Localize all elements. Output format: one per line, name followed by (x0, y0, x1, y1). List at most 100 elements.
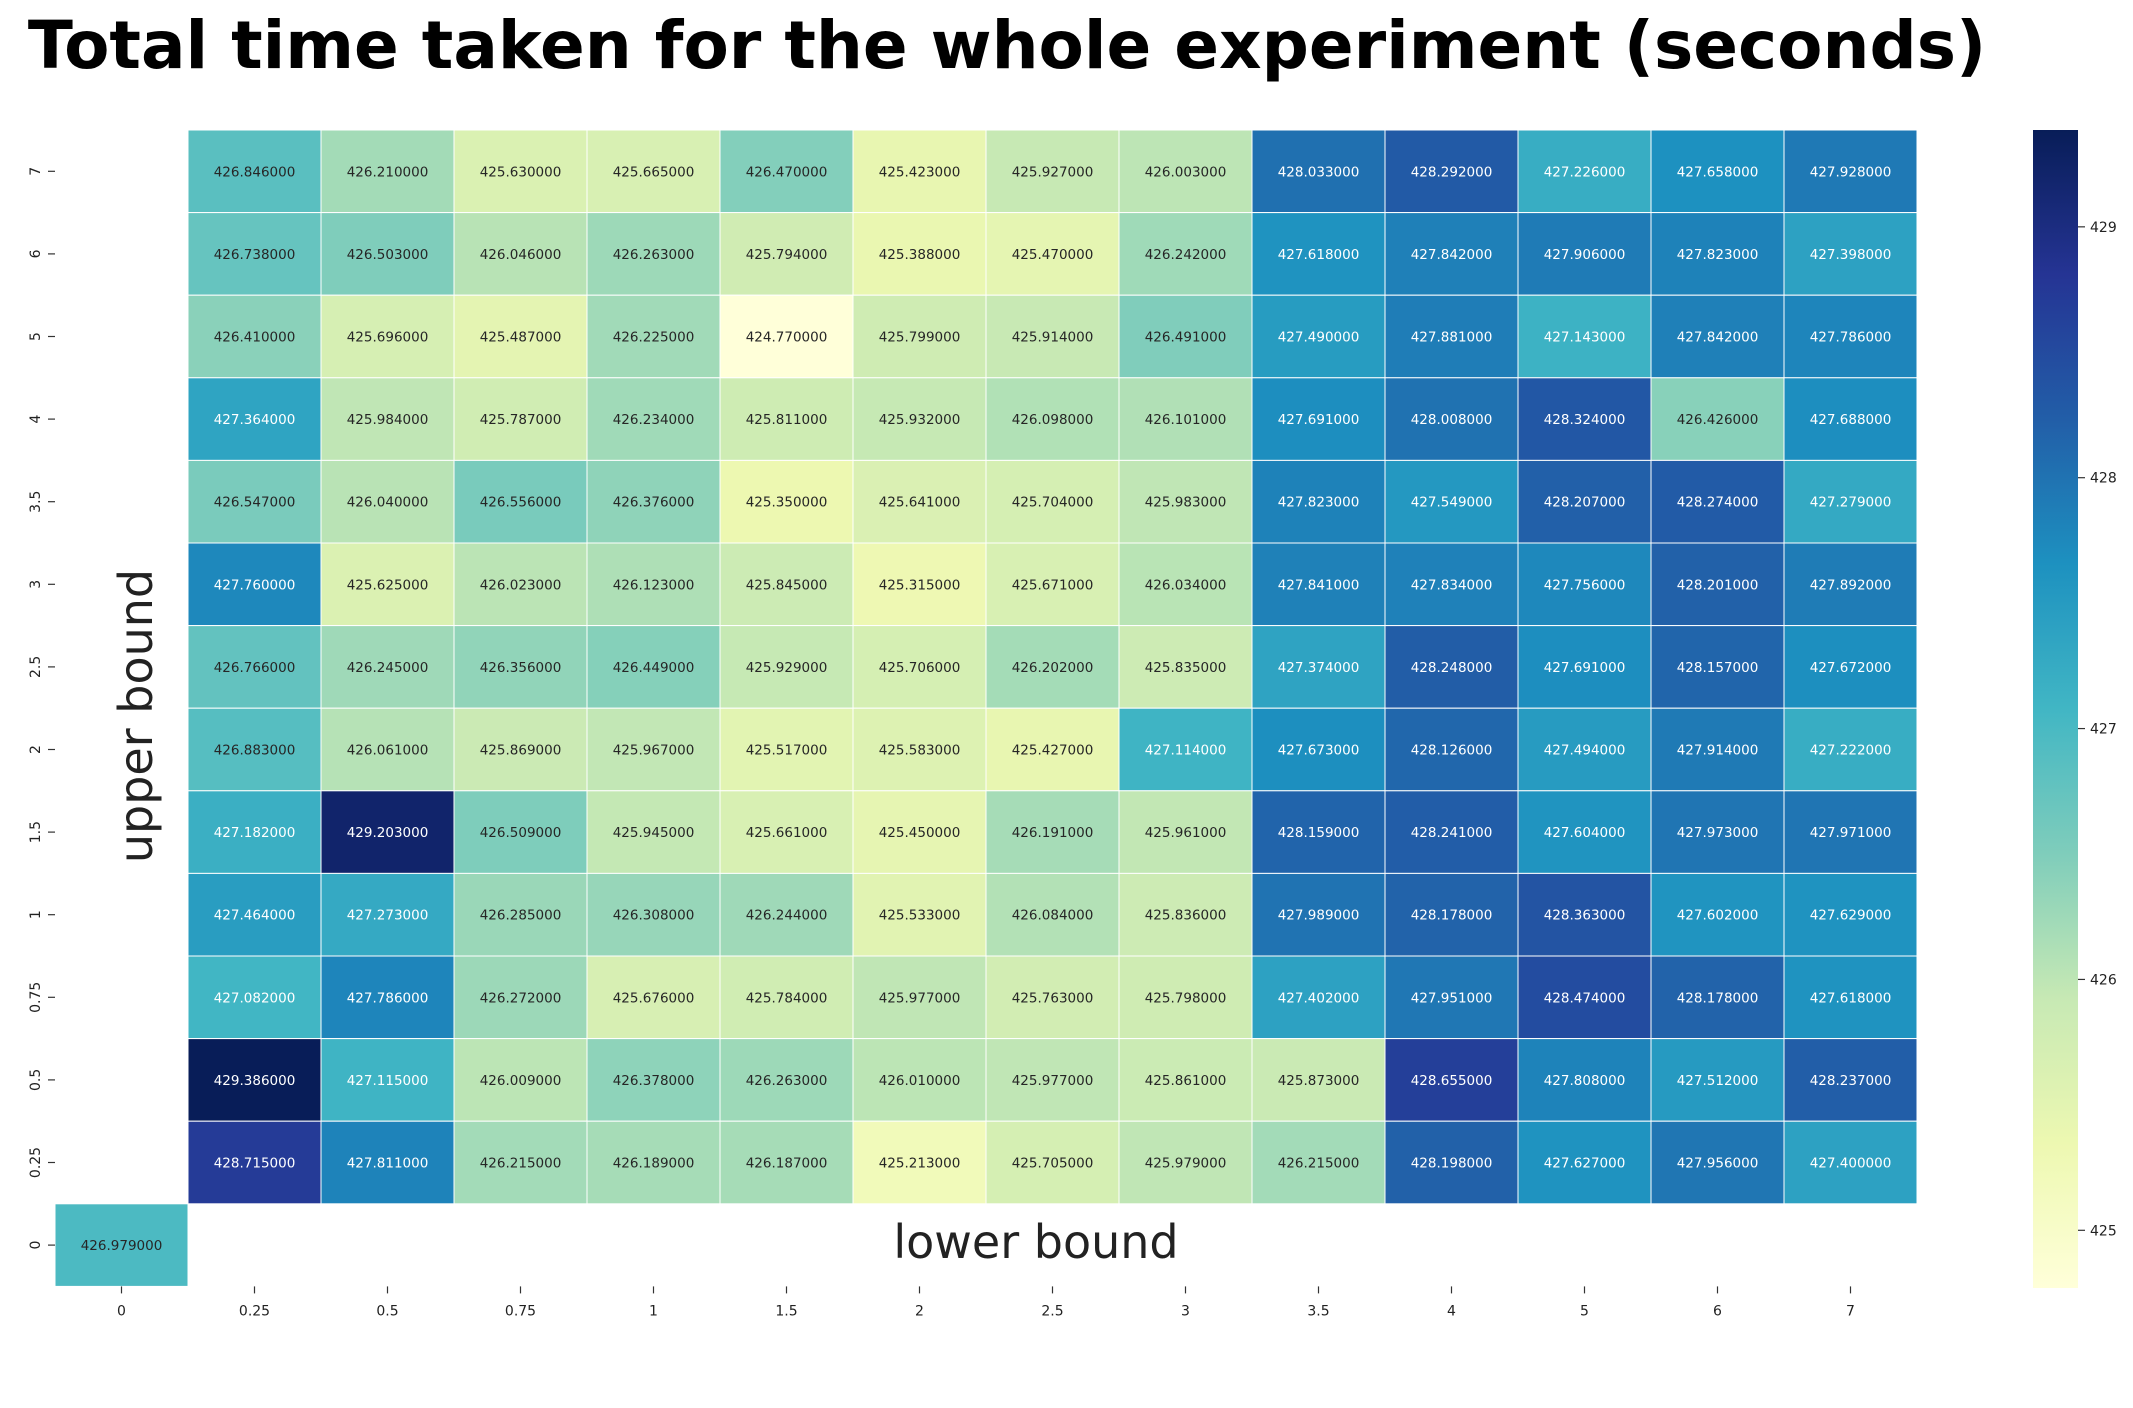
cell-value-label: 425.798000 (1145, 990, 1227, 1006)
cell-value-label: 425.961000 (1145, 825, 1227, 841)
cell-value-label: 428.157000 (1677, 660, 1759, 676)
colorbar-tick-label: 426 (2090, 972, 2117, 988)
cell-value-label: 425.676000 (613, 990, 695, 1006)
heatmap-cell (1384, 294, 1519, 379)
cell-value-label: 426.272000 (480, 990, 562, 1006)
cell-value-label: 426.470000 (746, 164, 828, 180)
heatmap-cell (586, 955, 721, 1040)
y-tick-label: 4 (28, 415, 44, 424)
heatmap-cell (1251, 542, 1386, 627)
heatmap-cell (1118, 955, 1253, 1040)
cell-value-label: 425.315000 (879, 577, 961, 593)
cell-value-label: 425.932000 (879, 412, 961, 428)
heatmap-cell (1783, 1038, 1918, 1122)
x-tick-label: 0.5 (376, 1303, 398, 1319)
cell-value-label: 426.378000 (613, 1073, 695, 1089)
heatmap-cell (453, 294, 588, 379)
cell-value-label: 426.285000 (480, 908, 562, 924)
heatmap-cell (1384, 212, 1519, 296)
heatmap-cell (1517, 707, 1652, 792)
heatmap-cell (985, 542, 1120, 627)
heatmap-cell (719, 542, 854, 627)
heatmap-cell (453, 790, 588, 874)
cell-value-label: 425.979000 (1145, 1156, 1227, 1172)
cell-value-label: 424.770000 (746, 330, 828, 346)
x-tick-label: 6 (1713, 1303, 1722, 1319)
cell-value-label: 425.487000 (480, 330, 562, 346)
cell-value-label: 426.356000 (480, 660, 562, 676)
x-axis-ticks: 0 0.25 0.5 0.75 1 1.5 2 2.5 3 3.5 4 5 6 7 (117, 1286, 1855, 1319)
x-tick-label: 5 (1580, 1303, 1589, 1319)
chart-title: Total time taken for the whole experimen… (28, 7, 1986, 84)
y-tick-label: 1 (28, 910, 44, 919)
heatmap-cell (453, 377, 588, 461)
cell-value-label: 426.123000 (613, 577, 695, 593)
cell-value-label: 427.841000 (1278, 577, 1360, 593)
cell-value-label: 427.364000 (214, 412, 296, 428)
cell-value-label: 425.794000 (746, 247, 828, 263)
x-tick-label: 2 (915, 1303, 924, 1319)
cell-value-label: 426.263000 (613, 247, 695, 263)
cell-value-label: 426.023000 (480, 577, 562, 593)
cell-value-label: 427.658000 (1677, 164, 1759, 180)
y-tick-label: 1.5 (28, 821, 44, 843)
x-tick-label: 7 (1846, 1303, 1855, 1319)
heatmap-cell (1251, 294, 1386, 379)
y-tick-label: 2.5 (28, 656, 44, 678)
cell-value-label: 426.242000 (1145, 247, 1227, 263)
colorbar-tick-label: 428 (2090, 471, 2117, 487)
heatmap-cell (1783, 707, 1918, 792)
heatmap-cell (1650, 542, 1785, 627)
cell-value-label: 427.494000 (1544, 743, 1626, 759)
cell-value-label: 427.823000 (1677, 247, 1759, 263)
cell-value-label: 427.842000 (1411, 247, 1493, 263)
heatmap-cell (985, 1038, 1120, 1122)
cell-value-label: 427.226000 (1544, 164, 1626, 180)
cell-value-label: 426.547000 (214, 495, 296, 511)
heatmap-cell (320, 294, 455, 379)
cell-value-label: 425.845000 (746, 577, 828, 593)
heatmap-cell (852, 625, 987, 709)
y-tick-label: 3.5 (28, 491, 44, 513)
cell-value-label: 426.040000 (347, 495, 429, 511)
cell-value-label: 427.834000 (1411, 577, 1493, 593)
cell-value-label: 428.715000 (214, 1156, 296, 1172)
cell-value-label: 426.449000 (613, 660, 695, 676)
cell-value-label: 425.763000 (1012, 990, 1094, 1006)
cell-value-label: 426.410000 (214, 330, 296, 346)
cell-value-label: 426.376000 (613, 495, 695, 511)
cell-value-label: 425.625000 (347, 577, 429, 593)
cell-value-label: 428.126000 (1411, 743, 1493, 759)
cell-value-label: 429.203000 (347, 825, 429, 841)
cell-value-label: 426.061000 (347, 743, 429, 759)
heatmap-cell (852, 1038, 987, 1122)
cell-value-label: 426.509000 (480, 825, 562, 841)
cell-value-label: 425.661000 (746, 825, 828, 841)
heatmap-cell (187, 212, 322, 296)
cell-value-label: 426.009000 (480, 1073, 562, 1089)
heatmap-cell (586, 377, 721, 461)
heatmap-cell (1517, 542, 1652, 627)
cell-value-label: 428.178000 (1411, 908, 1493, 924)
cell-value-label: 427.374000 (1278, 660, 1360, 676)
heatmap-cell (719, 129, 854, 214)
cell-value-label: 427.672000 (1810, 660, 1892, 676)
cell-value-label: 427.114000 (1145, 743, 1227, 759)
heatmap-cell (187, 955, 322, 1040)
heatmap-cell (1384, 459, 1519, 544)
cell-value-label: 426.215000 (1278, 1156, 1360, 1172)
cell-value-label: 427.691000 (1544, 660, 1626, 676)
heatmap-cell (1251, 625, 1386, 709)
heatmap-cell (1783, 625, 1918, 709)
cell-value-label: 426.556000 (480, 495, 562, 511)
heatmap-cell (1783, 129, 1918, 214)
heatmap-cell (985, 459, 1120, 544)
cell-value-label: 427.786000 (347, 990, 429, 1006)
cell-value-label: 427.400000 (1810, 1156, 1892, 1172)
cell-value-label: 426.215000 (480, 1156, 562, 1172)
heatmap-cell (453, 1120, 588, 1205)
cell-value-label: 427.604000 (1544, 825, 1626, 841)
heatmap-cell (586, 707, 721, 792)
heatmap-cell (1251, 377, 1386, 461)
